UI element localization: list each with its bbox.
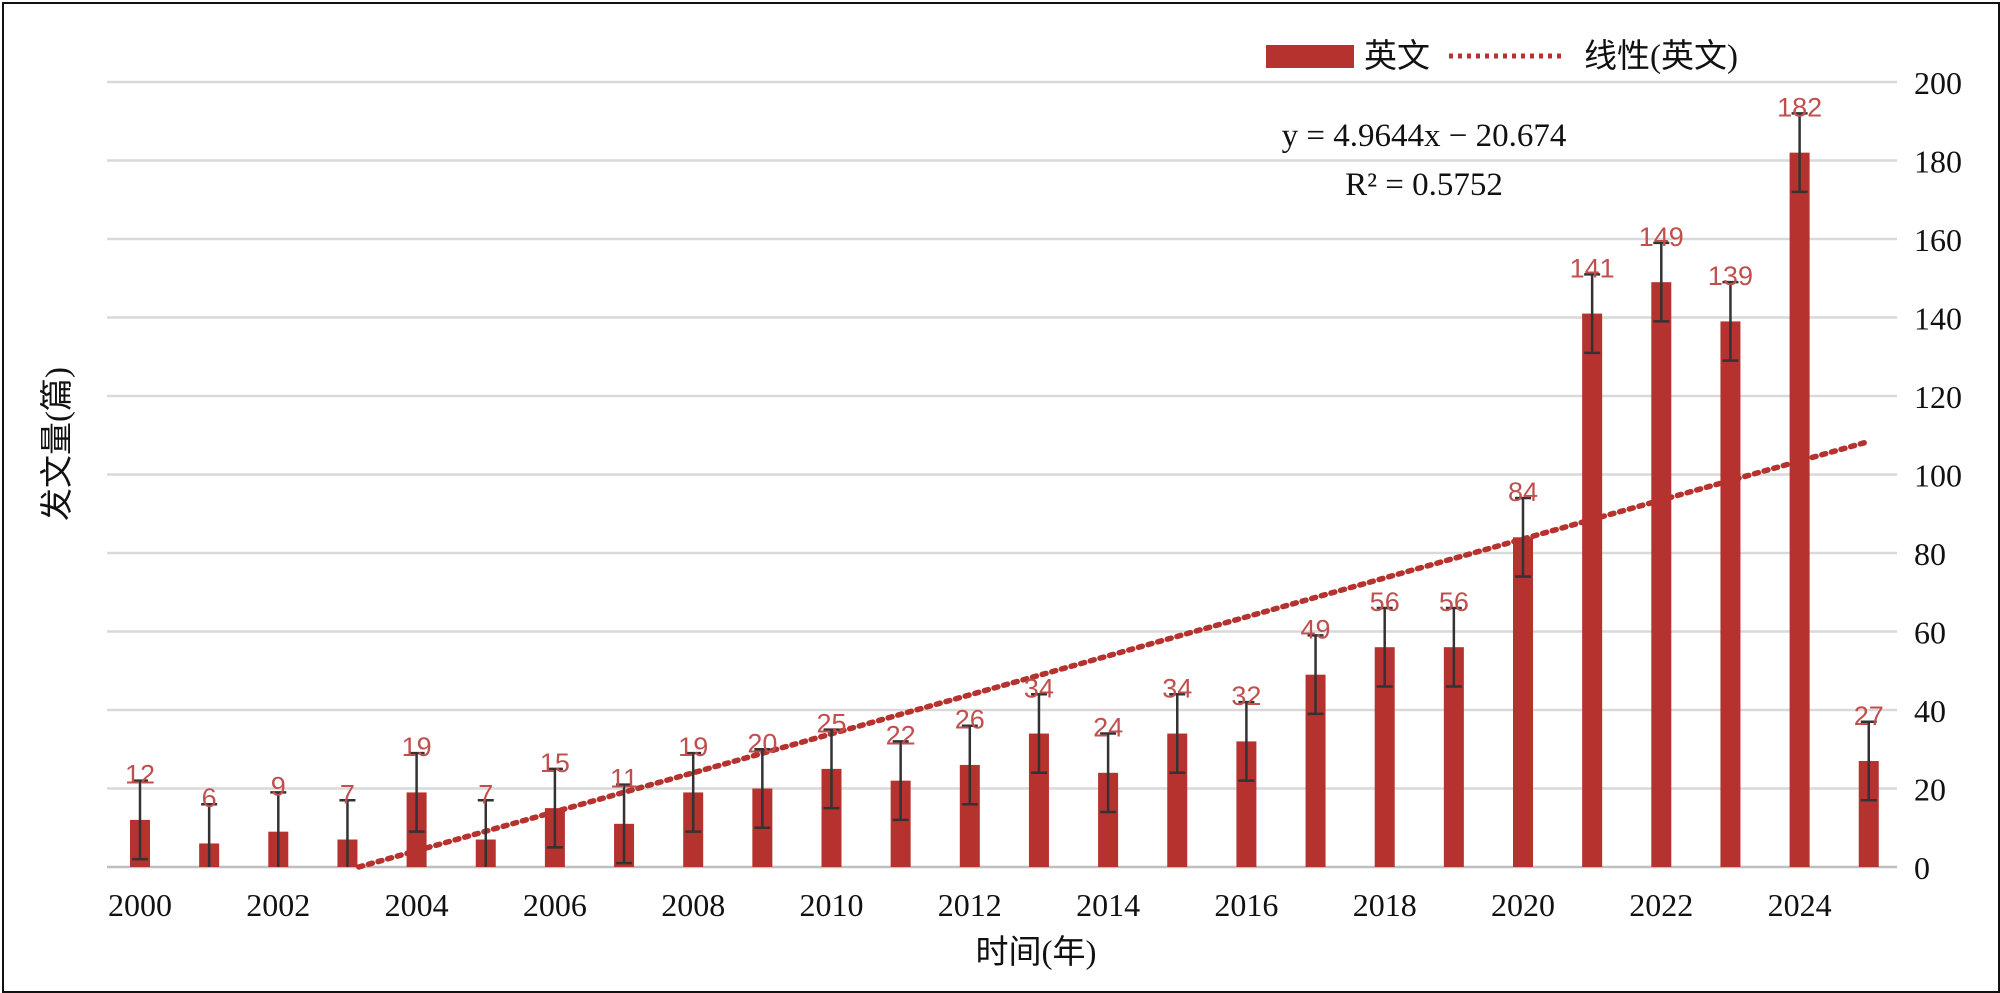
- bar: [1513, 537, 1533, 867]
- bar-chart: 12 6 9 7 19 7 15 11 19 20 25 22 26 34 24 34 32 49 56 56 84 14…: [39, 38, 1962, 971]
- data-label: 12: [125, 760, 155, 790]
- bar: [1789, 152, 1810, 867]
- y-tick-label: 0: [1914, 850, 1930, 886]
- data-label: 27: [1854, 701, 1884, 731]
- data-label: 49: [1301, 614, 1331, 644]
- y-tick-label: 60: [1914, 615, 1946, 651]
- bar: [1236, 741, 1257, 867]
- legend-swatch-bar: [1266, 45, 1354, 68]
- bar: [1651, 282, 1672, 867]
- data-label: 11: [610, 764, 638, 794]
- data-labels: 12 6 9 7 19 7 15 11 19 20 25 22 26 34 24 34 32 49 56 56 84 14…: [125, 92, 1884, 813]
- legend-label-series: 英文: [1364, 38, 1430, 75]
- error-bars: [132, 112, 1877, 867]
- data-label: 7: [340, 779, 355, 809]
- data-label: 34: [1162, 673, 1192, 703]
- data-label: 32: [1231, 681, 1261, 711]
- x-tick-label: 2014: [1076, 887, 1140, 923]
- x-axis-ticks: 2000 2002 2004 2006 2008 2010 2012 2014 2016 2018…: [108, 887, 1832, 923]
- x-tick-label: 2002: [246, 887, 310, 923]
- trendline-r2: R² = 0.5752: [1345, 167, 1503, 203]
- gridlines: [107, 80, 1897, 869]
- y-tick-label: 180: [1914, 144, 1962, 180]
- bar: [890, 780, 911, 867]
- data-label: 25: [816, 709, 846, 739]
- y-tick-label: 100: [1914, 458, 1962, 494]
- x-tick-label: 2010: [800, 887, 864, 923]
- y-axis-title: 发文量(篇): [39, 367, 76, 521]
- bar: [1720, 321, 1741, 867]
- legend: 英文 线性(英文): [1266, 38, 1738, 75]
- bar: [1305, 674, 1326, 867]
- bar: [1098, 772, 1119, 867]
- x-tick-label: 2024: [1768, 887, 1832, 923]
- data-label: 149: [1639, 222, 1684, 252]
- bar: [1443, 647, 1464, 867]
- y-tick-label: 160: [1914, 222, 1962, 258]
- y-tick-label: 200: [1914, 65, 1962, 101]
- bar: [1028, 733, 1049, 867]
- data-label: 84: [1508, 477, 1538, 507]
- data-label: 26: [955, 705, 985, 735]
- trendline-equation: y = 4.9644x − 20.674: [1282, 118, 1567, 154]
- data-label: 56: [1439, 587, 1469, 617]
- data-label: 182: [1777, 92, 1822, 122]
- y-tick-label: 20: [1914, 772, 1946, 808]
- y-tick-label: 120: [1914, 379, 1962, 415]
- legend-label-trendline: 线性(英文): [1584, 38, 1738, 75]
- y-tick-label: 40: [1914, 693, 1946, 729]
- data-label: 34: [1024, 673, 1054, 703]
- data-label: 6: [202, 783, 217, 813]
- bar: [1582, 313, 1603, 867]
- x-tick-label: 2020: [1491, 887, 1555, 923]
- bar: [821, 768, 842, 867]
- data-label: 9: [271, 771, 286, 801]
- data-label: 22: [886, 720, 916, 750]
- data-label: 19: [402, 732, 432, 762]
- data-label: 139: [1708, 261, 1753, 291]
- x-tick-label: 2012: [938, 887, 1002, 923]
- bar: [959, 764, 980, 867]
- x-tick-label: 2006: [523, 887, 587, 923]
- y-tick-label: 140: [1914, 301, 1962, 337]
- x-tick-label: 2016: [1214, 887, 1278, 923]
- bar: [1167, 733, 1188, 867]
- x-tick-label: 2004: [385, 887, 449, 923]
- data-label: 20: [747, 728, 777, 758]
- x-tick-label: 2018: [1353, 887, 1417, 923]
- x-axis-title: 时间(年): [976, 934, 1097, 971]
- y-axis-ticks: 0 20 40 60 80 100 120 140 160 180 200: [1914, 65, 1962, 886]
- x-tick-label: 2022: [1629, 887, 1693, 923]
- bar: [1374, 647, 1395, 867]
- data-label: 24: [1093, 713, 1123, 743]
- bars: [130, 152, 1879, 867]
- x-tick-label: 2008: [661, 887, 725, 923]
- data-label: 141: [1570, 253, 1615, 283]
- data-label: 19: [678, 732, 708, 762]
- x-tick-label: 2000: [108, 887, 172, 923]
- data-label: 15: [540, 748, 570, 778]
- bar: [1858, 761, 1879, 867]
- trendline: [356, 438, 1872, 870]
- y-tick-label: 80: [1914, 536, 1946, 572]
- trendline-layer: [356, 438, 1872, 870]
- data-label: 7: [478, 779, 493, 809]
- data-label: 56: [1370, 587, 1400, 617]
